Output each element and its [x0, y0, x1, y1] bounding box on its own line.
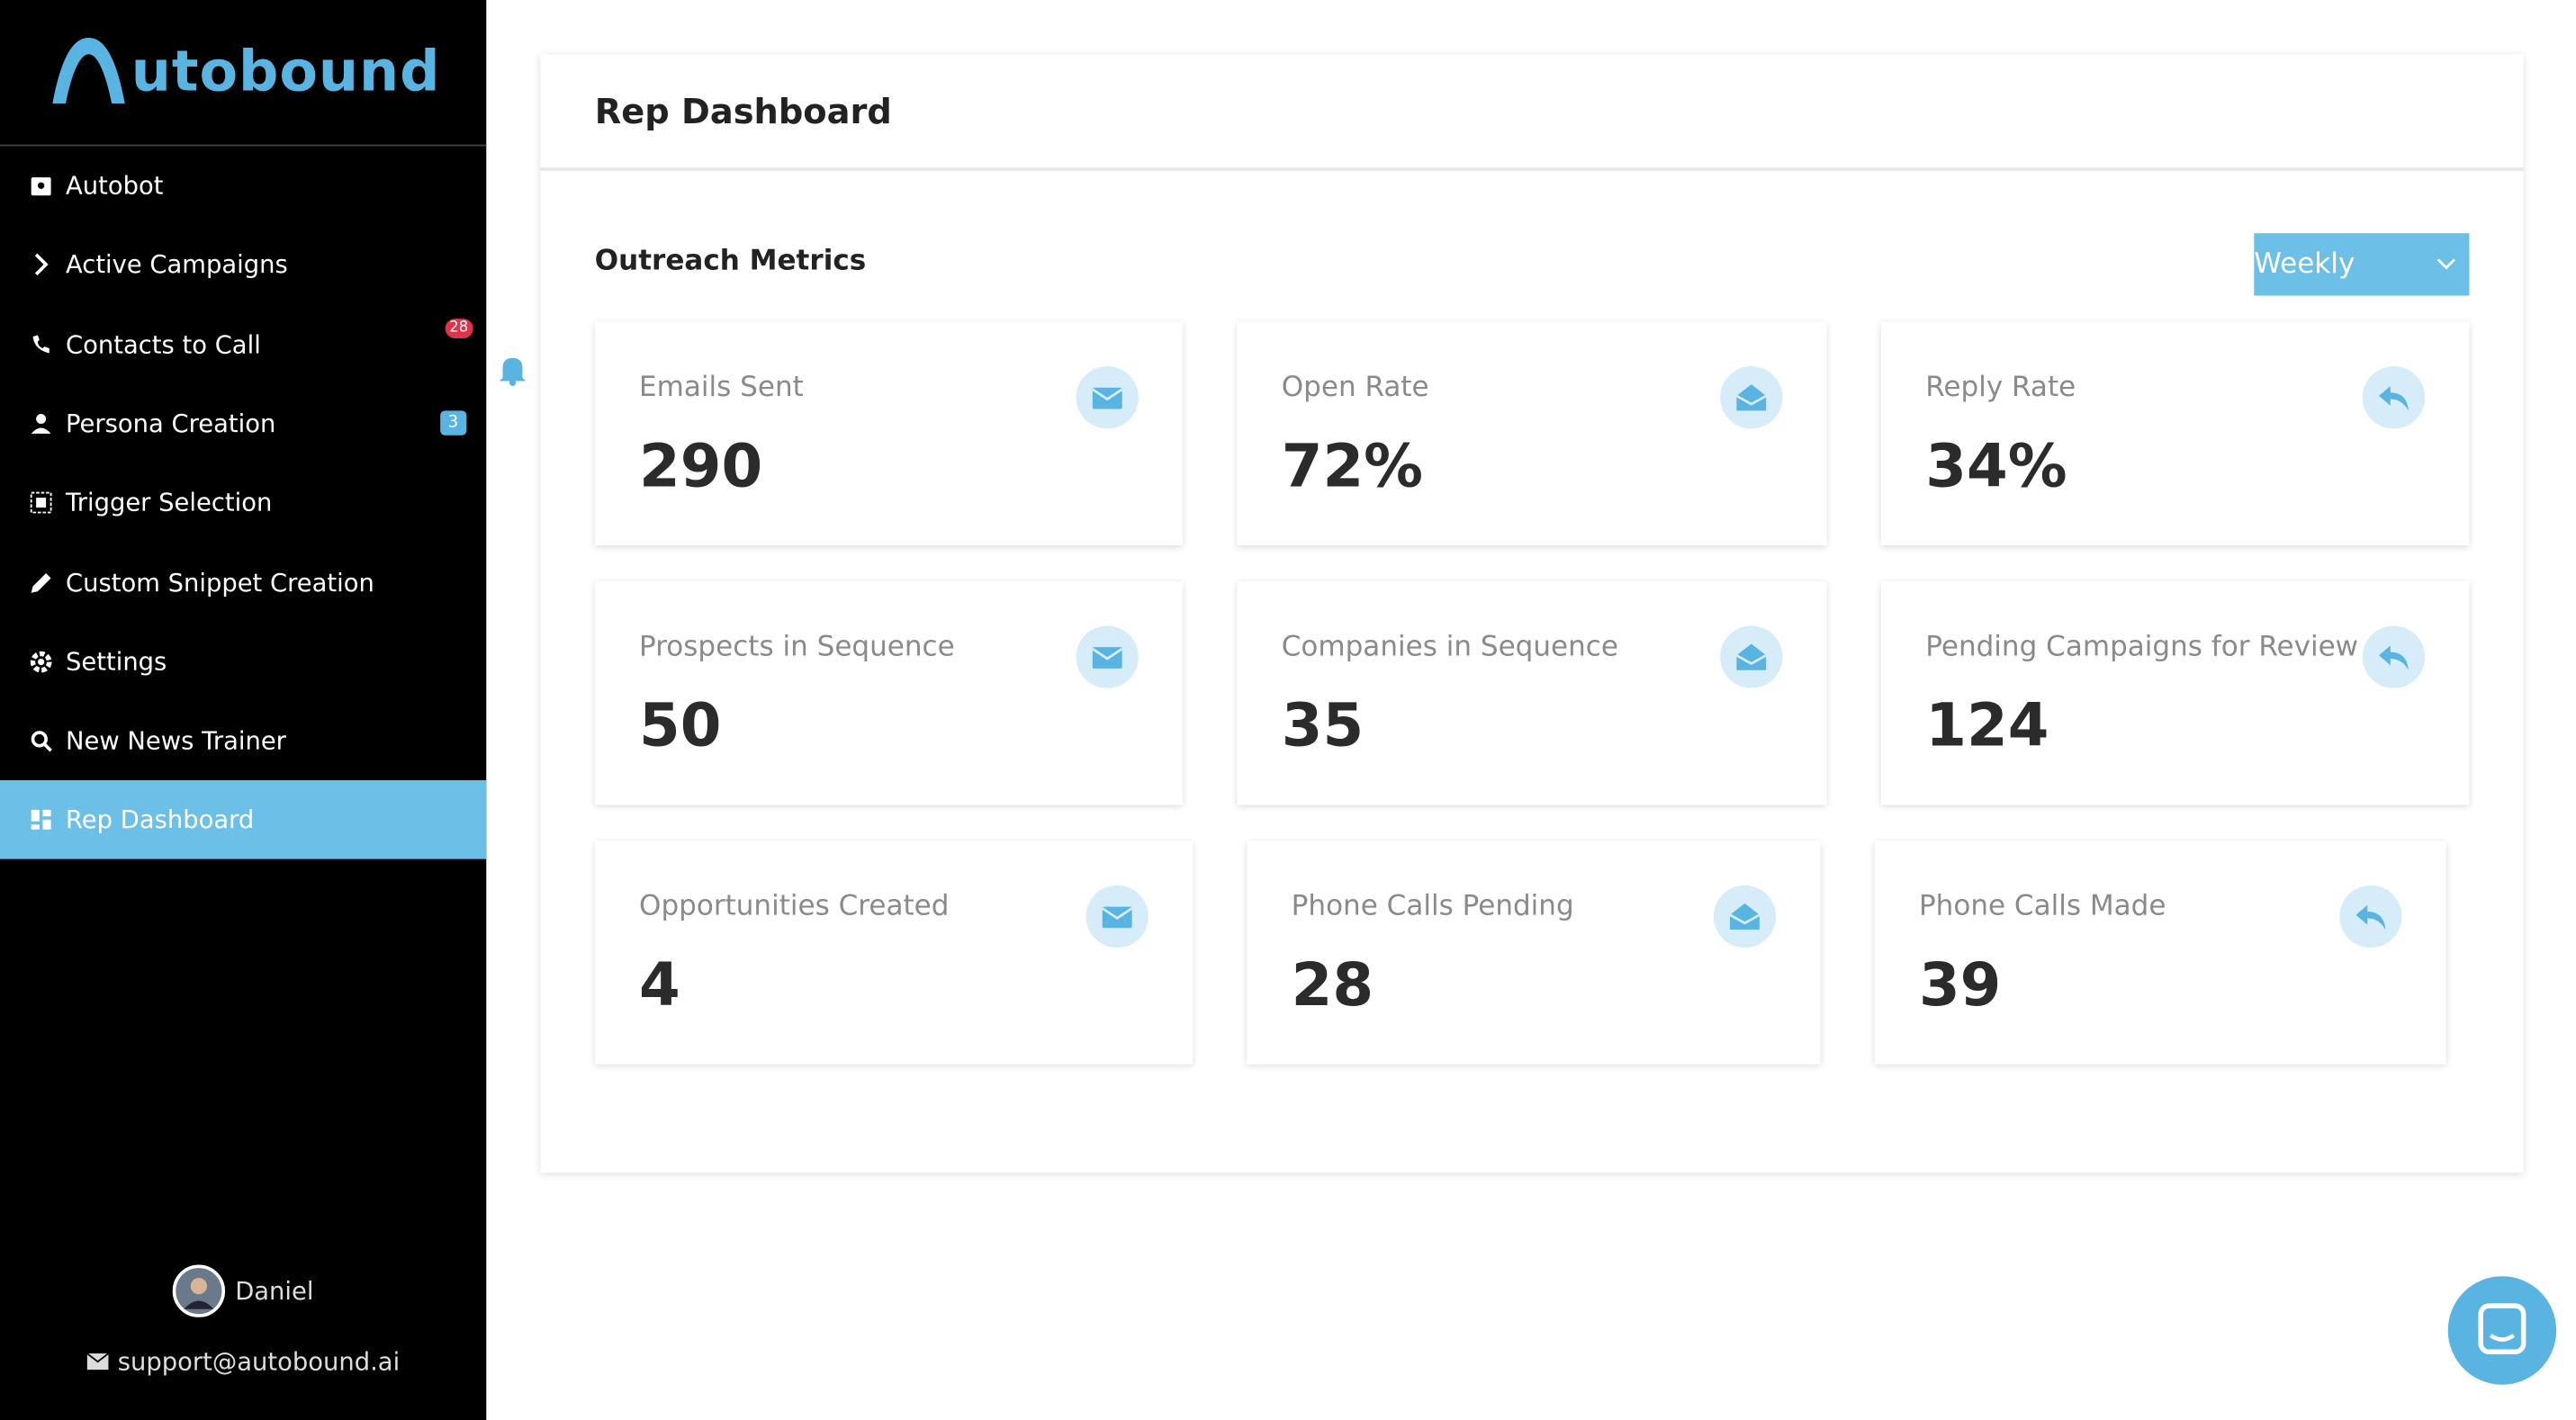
nav-icon — [34, 254, 49, 276]
metric-label: Phone Calls Made — [1918, 890, 2166, 923]
chat-button[interactable] — [2447, 1276, 2557, 1385]
metric-row: Emails Sent 290 Open Rate 72% Reply Rate 34% — [594, 321, 2470, 545]
metric-icon — [2362, 625, 2426, 688]
nav-icon — [31, 731, 52, 752]
metric-card: Pending Campaigns for Review 124 — [1880, 581, 2470, 805]
metric-card: Open Rate 72% — [1237, 321, 1827, 545]
metric-icon — [1720, 366, 1783, 429]
metric-value: 39 — [1918, 952, 2002, 1020]
nav-label: Settings — [66, 646, 167, 677]
nav-label: Custom Snippet Creation — [66, 567, 374, 598]
metric-label: Pending Campaigns for Review — [1925, 630, 2359, 664]
nav-item[interactable]: Custom Snippet Creation — [0, 543, 486, 622]
nav-item[interactable]: Persona Creation 3 — [0, 384, 486, 463]
nav-item[interactable]: New News Trainer — [0, 702, 486, 781]
notification-count: 28 — [444, 318, 473, 338]
nav-badge: 3 — [439, 411, 467, 436]
bell-icon — [499, 357, 527, 386]
nav-icon — [30, 651, 52, 673]
chevron — [2436, 258, 2455, 270]
nav-icon — [31, 413, 51, 434]
metric-label: Open Rate — [1281, 371, 1429, 405]
metric-card: Emails Sent 290 — [594, 321, 1184, 545]
metric-value: 4 — [639, 952, 680, 1020]
nav-item[interactable]: Settings — [0, 622, 486, 701]
nav-item[interactable]: Active Campaigns — [0, 226, 486, 305]
nav-label: Autobot — [66, 170, 164, 201]
metric-icon — [1720, 625, 1783, 688]
user-name: Daniel — [235, 1276, 314, 1307]
metric-card: Reply Rate 34% — [1880, 321, 2470, 545]
metric-value: 290 — [639, 433, 763, 501]
metric-value: 34% — [1925, 433, 2067, 501]
metric-card: Opportunities Created 4 — [594, 840, 1193, 1065]
metric-label: Prospects in Sequence — [639, 630, 955, 664]
brand: utobound — [131, 39, 441, 105]
chat-icon — [2478, 1303, 2526, 1354]
metric-card: Prospects in Sequence 50 — [594, 581, 1184, 805]
metric-icon — [2339, 885, 2402, 948]
nav-icon — [32, 334, 50, 353]
metric-value: 124 — [1925, 693, 2049, 761]
metric-label: Phone Calls Pending — [1291, 890, 1574, 923]
nav-icon — [31, 572, 51, 593]
mail-icon — [86, 1353, 108, 1371]
metric-label: Opportunities Created — [639, 890, 950, 923]
metric-label: Reply Rate — [1925, 371, 2076, 405]
nav-label: Trigger Selection — [66, 488, 273, 518]
logo: utobound — [0, 0, 487, 147]
nav-item[interactable]: Trigger Selection — [0, 463, 486, 543]
page-title: Rep Dashboard — [540, 54, 2524, 171]
metric-card: Phone Calls Made 39 — [1874, 840, 2446, 1065]
metric-icon — [1076, 366, 1139, 429]
metric-label: Emails Sent — [639, 371, 804, 405]
nav-item[interactable]: Contacts to Call 28 — [0, 305, 527, 386]
period-value: Weekly — [2254, 247, 2355, 282]
nav-label: New News Trainer — [66, 725, 286, 756]
sidebar: utobound Autobot Active Campaigns Contacts… — [0, 0, 527, 1420]
section-title: Outreach Metrics — [594, 244, 867, 278]
avatar — [172, 1264, 226, 1317]
logo-mark — [52, 37, 125, 103]
metric-value: 35 — [1281, 693, 1365, 761]
nav-icon — [31, 177, 51, 196]
metric-value: 72% — [1281, 433, 1424, 501]
nav-label: Persona Creation — [66, 409, 276, 439]
metric-icon — [1085, 885, 1148, 948]
nav-label: Rep Dashboard — [66, 805, 255, 835]
nav-item[interactable]: Rep Dashboard — [0, 780, 487, 860]
metric-icon — [1713, 885, 1777, 948]
metric-icon — [2362, 366, 2426, 429]
period-select[interactable]: Weekly — [2254, 233, 2470, 296]
metric-card: Companies in Sequence 35 — [1237, 581, 1827, 805]
nav-icon — [30, 492, 52, 514]
metric-row: Prospects in Sequence 50 Companies in Sequ… — [594, 581, 2470, 805]
user-email[interactable]: support@autobound.ai — [117, 1346, 401, 1377]
nav-label: Contacts to Call — [66, 329, 261, 359]
metric-row: Opportunities Created 4 Phone Calls Pendin… — [594, 840, 2446, 1065]
nav-label: Active Campaigns — [66, 249, 288, 280]
metric-value: 50 — [639, 693, 722, 761]
metric-icon — [1076, 625, 1139, 688]
nav-item[interactable]: Autobot — [0, 146, 486, 225]
nav-icon — [31, 810, 51, 831]
metric-card: Phone Calls Pending 28 — [1247, 840, 1821, 1065]
metric-label: Companies in Sequence — [1281, 630, 1618, 664]
dashboard-panel: Rep Dashboard Outreach Metrics Weekly Em… — [540, 54, 2524, 1173]
user: Daniel support@autobound.ai — [0, 1264, 486, 1377]
metric-value: 28 — [1291, 952, 1374, 1020]
